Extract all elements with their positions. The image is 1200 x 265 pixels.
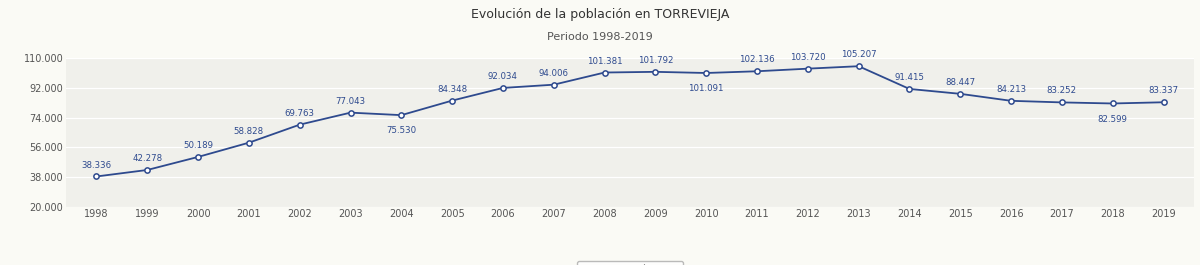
Text: 69.763: 69.763 — [284, 109, 314, 118]
Text: 42.278: 42.278 — [132, 154, 162, 163]
Legend: Población Total: Población Total — [577, 261, 683, 265]
Text: 58.828: 58.828 — [234, 127, 264, 136]
Text: 101.091: 101.091 — [689, 84, 724, 93]
Text: 92.034: 92.034 — [488, 72, 518, 81]
Text: 84.348: 84.348 — [437, 85, 467, 94]
Text: 101.792: 101.792 — [637, 56, 673, 65]
Text: 102.136: 102.136 — [739, 55, 775, 64]
Text: Evolución de la población en TORREVIEJA: Evolución de la población en TORREVIEJA — [470, 8, 730, 21]
Text: 103.720: 103.720 — [790, 53, 826, 62]
Text: 94.006: 94.006 — [539, 69, 569, 78]
Text: 105.207: 105.207 — [841, 50, 876, 59]
Text: 75.530: 75.530 — [386, 126, 416, 135]
Text: 91.415: 91.415 — [894, 73, 924, 82]
Text: Periodo 1998-2019: Periodo 1998-2019 — [547, 32, 653, 42]
Text: 50.189: 50.189 — [184, 141, 214, 150]
Text: 83.337: 83.337 — [1148, 86, 1178, 95]
Text: 83.252: 83.252 — [1046, 86, 1076, 95]
Text: 84.213: 84.213 — [996, 85, 1026, 94]
Text: 88.447: 88.447 — [946, 78, 976, 87]
Text: 77.043: 77.043 — [336, 97, 366, 106]
Text: 82.599: 82.599 — [1098, 114, 1128, 123]
Text: 101.381: 101.381 — [587, 56, 623, 65]
Text: 38.336: 38.336 — [82, 161, 112, 170]
